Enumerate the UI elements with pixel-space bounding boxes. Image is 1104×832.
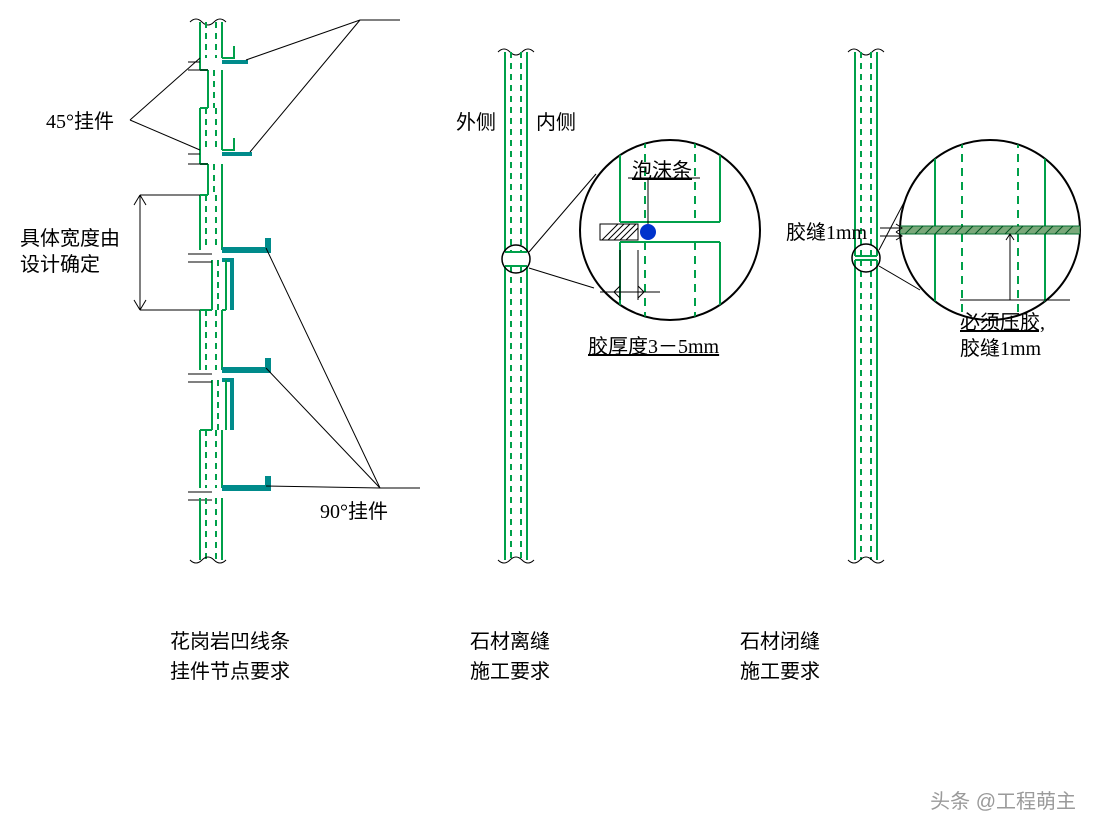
label-must-glue-1: 必须压胶, — [960, 306, 1045, 335]
label-90-bracket: 90°挂件 — [320, 495, 388, 524]
label-foam: 泡沫条 — [632, 154, 692, 183]
label-must-glue-2: 胶缝1mm — [960, 332, 1041, 361]
label-glue-thickness: 胶厚度3－5mm — [588, 330, 719, 359]
watermark: 头条 @工程萌主 — [930, 785, 1076, 814]
title-d3-l2: 施工要求 — [740, 658, 820, 686]
title-d2-l2: 施工要求 — [470, 658, 550, 686]
label-outer: 外侧 — [456, 106, 496, 135]
label-width-line1: 具体宽度由 — [20, 222, 120, 251]
title-d3-l1: 石材闭缝 — [740, 628, 820, 656]
label-45-bracket: 45°挂件 — [46, 105, 114, 134]
label-inner: 内侧 — [536, 106, 576, 135]
title-d1-l2: 挂件节点要求 — [170, 658, 290, 686]
title-d2-l1: 石材离缝 — [470, 628, 550, 656]
label-seam-1mm: 胶缝1mm — [786, 216, 867, 245]
diagram-1 — [130, 19, 420, 563]
label-width-line2: 设计确定 — [20, 248, 100, 277]
title-d1-l1: 花岗岩凹线条 — [170, 628, 290, 656]
